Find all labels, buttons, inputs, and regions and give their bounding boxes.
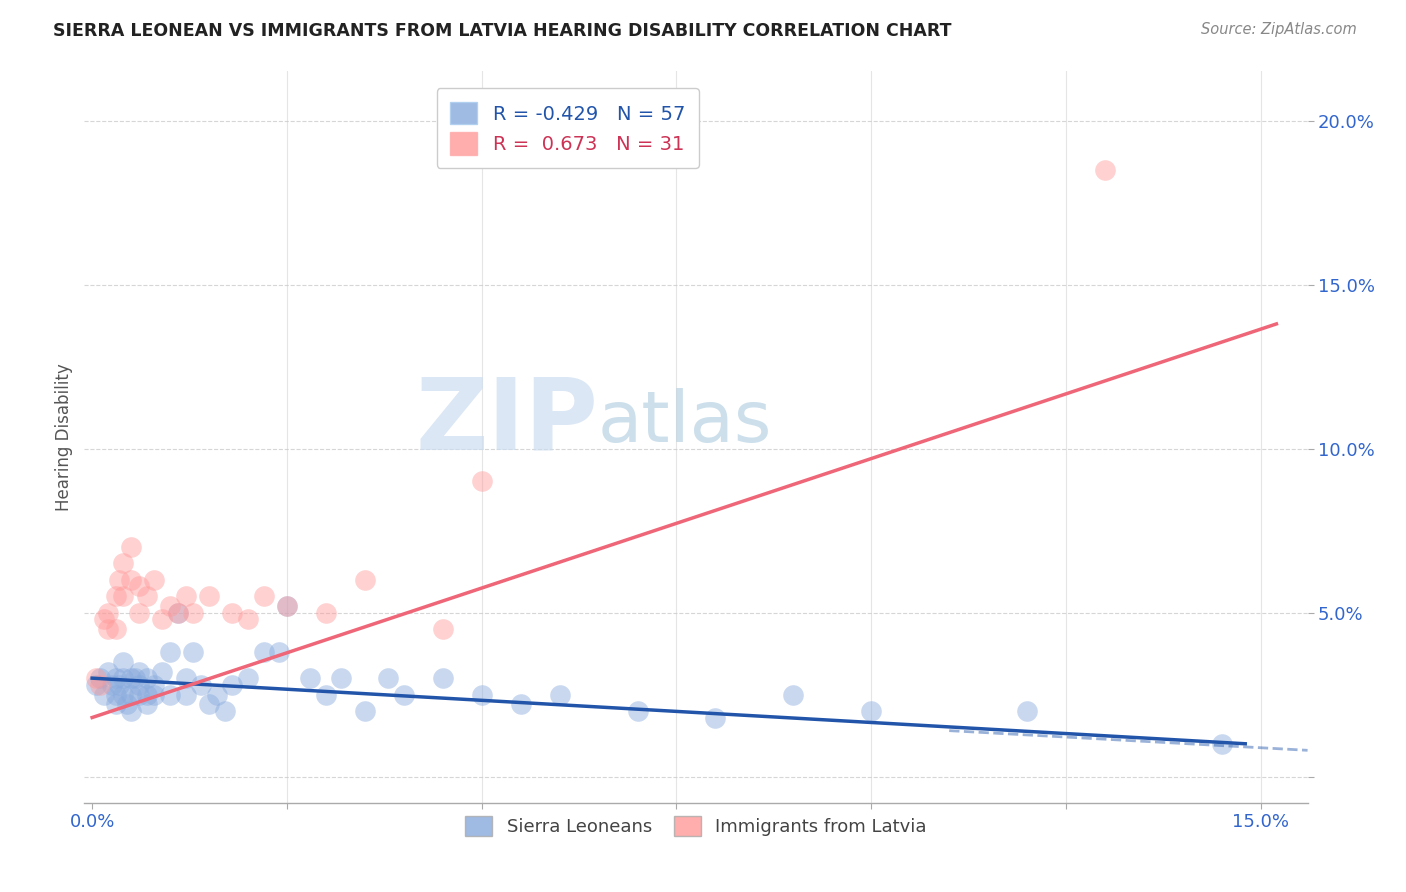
Point xyxy=(104,622,127,636)
Point xyxy=(548,688,571,702)
Point xyxy=(84,671,107,685)
Point xyxy=(104,688,127,702)
Point xyxy=(704,710,727,724)
Point xyxy=(221,606,243,620)
Point xyxy=(128,606,150,620)
Point xyxy=(392,688,415,702)
Point xyxy=(112,655,135,669)
Point xyxy=(166,606,188,620)
Point xyxy=(315,606,337,620)
Point xyxy=(135,671,157,685)
Point xyxy=(104,698,127,712)
Point xyxy=(236,671,259,685)
Point xyxy=(183,606,205,620)
Point xyxy=(190,678,212,692)
Point xyxy=(252,589,274,603)
Point xyxy=(89,678,111,692)
Point xyxy=(174,589,197,603)
Point xyxy=(84,678,107,692)
Point xyxy=(115,698,138,712)
Text: SIERRA LEONEAN VS IMMIGRANTS FROM LATVIA HEARING DISABILITY CORRELATION CHART: SIERRA LEONEAN VS IMMIGRANTS FROM LATVIA… xyxy=(53,22,952,40)
Point xyxy=(143,678,166,692)
Point xyxy=(236,612,259,626)
Point xyxy=(269,645,291,659)
Point xyxy=(128,678,150,692)
Point xyxy=(221,678,243,692)
Point xyxy=(128,665,150,679)
Point xyxy=(108,573,131,587)
Point xyxy=(166,606,188,620)
Point xyxy=(120,688,142,702)
Point xyxy=(860,704,883,718)
Point xyxy=(104,671,127,685)
Point xyxy=(97,665,120,679)
Point xyxy=(97,606,120,620)
Point xyxy=(377,671,399,685)
Point xyxy=(150,665,173,679)
Point xyxy=(330,671,353,685)
Point xyxy=(299,671,322,685)
Point xyxy=(174,671,197,685)
Point xyxy=(112,688,135,702)
Point xyxy=(135,688,157,702)
Text: atlas: atlas xyxy=(598,388,772,457)
Point xyxy=(97,622,120,636)
Point xyxy=(112,557,135,571)
Point xyxy=(143,688,166,702)
Point xyxy=(120,540,142,554)
Point xyxy=(1211,737,1233,751)
Point xyxy=(471,475,494,489)
Legend: Sierra Leoneans, Immigrants from Latvia: Sierra Leoneans, Immigrants from Latvia xyxy=(456,807,936,845)
Point xyxy=(353,573,375,587)
Point xyxy=(120,573,142,587)
Text: Source: ZipAtlas.com: Source: ZipAtlas.com xyxy=(1201,22,1357,37)
Point xyxy=(143,573,166,587)
Point xyxy=(626,704,648,718)
Point xyxy=(432,622,454,636)
Point xyxy=(174,688,197,702)
Point xyxy=(432,671,454,685)
Text: ZIP: ZIP xyxy=(415,374,598,471)
Y-axis label: Hearing Disability: Hearing Disability xyxy=(55,363,73,511)
Point xyxy=(198,698,221,712)
Point xyxy=(112,671,135,685)
Point xyxy=(159,599,181,613)
Point xyxy=(276,599,298,613)
Point xyxy=(198,589,221,603)
Point xyxy=(112,589,135,603)
Point xyxy=(1094,162,1116,177)
Point xyxy=(100,678,122,692)
Point xyxy=(159,645,181,659)
Point xyxy=(276,599,298,613)
Point xyxy=(315,688,337,702)
Point xyxy=(120,704,142,718)
Point xyxy=(150,612,173,626)
Point xyxy=(89,671,111,685)
Point xyxy=(120,671,142,685)
Point xyxy=(159,688,181,702)
Point xyxy=(93,612,115,626)
Point xyxy=(128,688,150,702)
Point xyxy=(353,704,375,718)
Point xyxy=(93,688,115,702)
Point xyxy=(128,579,150,593)
Point xyxy=(104,589,127,603)
Point xyxy=(1017,704,1039,718)
Point xyxy=(782,688,804,702)
Point xyxy=(108,678,131,692)
Point xyxy=(509,698,531,712)
Point xyxy=(124,671,146,685)
Point xyxy=(183,645,205,659)
Point xyxy=(135,589,157,603)
Point xyxy=(252,645,274,659)
Point xyxy=(471,688,494,702)
Point xyxy=(205,688,228,702)
Point xyxy=(214,704,236,718)
Point xyxy=(135,698,157,712)
